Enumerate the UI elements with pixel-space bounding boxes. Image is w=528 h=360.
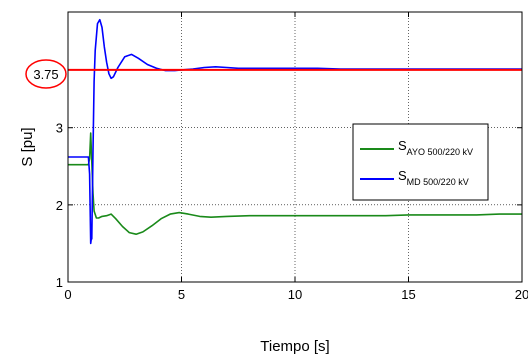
series-line-1	[68, 18, 522, 245]
legend-entry-0: SAYO 500/220 kV	[398, 138, 473, 157]
y-tick-label: 2	[56, 198, 63, 213]
series-layer	[68, 18, 522, 245]
x-tick-label: 5	[178, 287, 185, 302]
y-axis-label: S [pu]	[19, 127, 36, 166]
annotation-label: 3.75	[33, 67, 58, 82]
ticks: 0 5 10 15 20 1 2 3	[56, 12, 528, 302]
x-tick-label: 0	[64, 287, 71, 302]
y-tick-label: 1	[56, 275, 63, 290]
annotation: 3.75	[25, 59, 67, 89]
series-line-0	[68, 132, 522, 235]
legend-entry-1: SMD 500/220 kV	[398, 168, 469, 187]
legend: SAYO 500/220 kV SMD 500/220 kV	[352, 123, 489, 201]
x-axis-label: Tiempo [s]	[260, 338, 329, 355]
legend-entry-0-sub: AYO 500/220 kV	[407, 147, 473, 157]
legend-entry-1-sub: MD 500/220 kV	[407, 177, 469, 187]
legend-entry-0-main: S	[398, 138, 407, 153]
x-tick-label: 10	[288, 287, 302, 302]
legend-box	[352, 123, 489, 201]
x-tick-label: 20	[515, 287, 528, 302]
y-tick-label: 3	[56, 121, 63, 136]
x-tick-label: 15	[401, 287, 415, 302]
legend-entry-1-main: S	[398, 168, 407, 183]
annotation-circle	[25, 59, 67, 89]
